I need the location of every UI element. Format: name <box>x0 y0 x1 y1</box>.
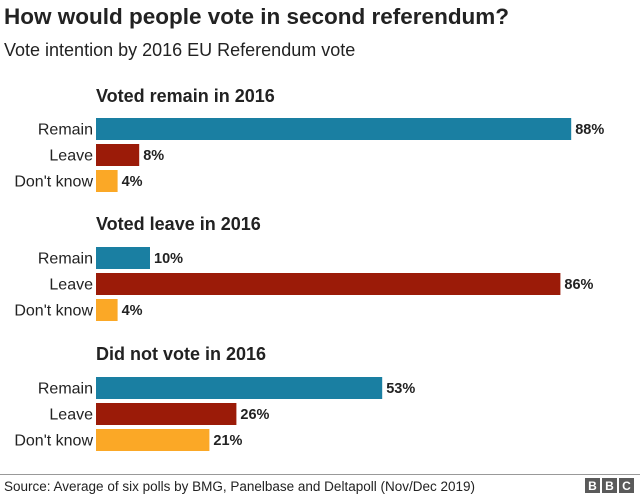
footer-divider <box>0 474 640 475</box>
bbc-logo-letter: B <box>602 478 617 493</box>
panel-title-did-not-vote: Did not vote in 2016 <box>96 344 267 364</box>
bar-don-t-know <box>96 299 118 321</box>
category-label-leave: Leave <box>49 148 93 165</box>
bar-chart: Remain 88% Leave 8% Don't know 4% Remain 10% Lea… <box>14 118 604 451</box>
source-note: Source: Average of six polls by BMG, Pan… <box>4 479 476 494</box>
category-label-leave: Leave <box>49 407 93 424</box>
value-label-leave: 26% <box>240 407 269 423</box>
value-label-leave: 86% <box>564 277 593 293</box>
bbc-logo-letter: C <box>619 478 634 493</box>
bar-leave <box>96 273 561 295</box>
bar-don-t-know <box>96 170 118 192</box>
value-label-remain: 10% <box>154 251 183 267</box>
bar-remain <box>96 377 383 399</box>
bar-remain <box>96 118 572 140</box>
category-label-remain: Remain <box>38 122 93 139</box>
category-label-don-t-know: Don't know <box>14 303 93 320</box>
bar-leave <box>96 144 140 166</box>
value-label-remain: 88% <box>575 122 604 138</box>
category-label-don-t-know: Don't know <box>14 174 93 191</box>
value-label-don-t-know: 4% <box>122 303 143 319</box>
value-label-don-t-know: 4% <box>122 174 143 190</box>
bar-remain <box>96 247 150 269</box>
value-label-don-t-know: 21% <box>213 433 242 449</box>
value-label-leave: 8% <box>143 148 164 164</box>
bar-leave <box>96 403 237 425</box>
category-label-don-t-know: Don't know <box>14 433 93 450</box>
category-label-leave: Leave <box>49 277 93 294</box>
bbc-logo-letter: B <box>585 478 600 493</box>
panel-title-voted-remain: Voted remain in 2016 <box>96 86 275 106</box>
bbc-logo: B B C <box>585 478 634 493</box>
category-label-remain: Remain <box>38 251 93 268</box>
chart-title: How would people vote in second referend… <box>4 4 510 29</box>
panel-title-voted-leave: Voted leave in 2016 <box>96 214 261 234</box>
category-label-remain: Remain <box>38 381 93 398</box>
value-label-remain: 53% <box>386 381 415 397</box>
chart-subtitle: Vote intention by 2016 EU Referendum vot… <box>4 40 356 60</box>
bar-don-t-know <box>96 429 210 451</box>
